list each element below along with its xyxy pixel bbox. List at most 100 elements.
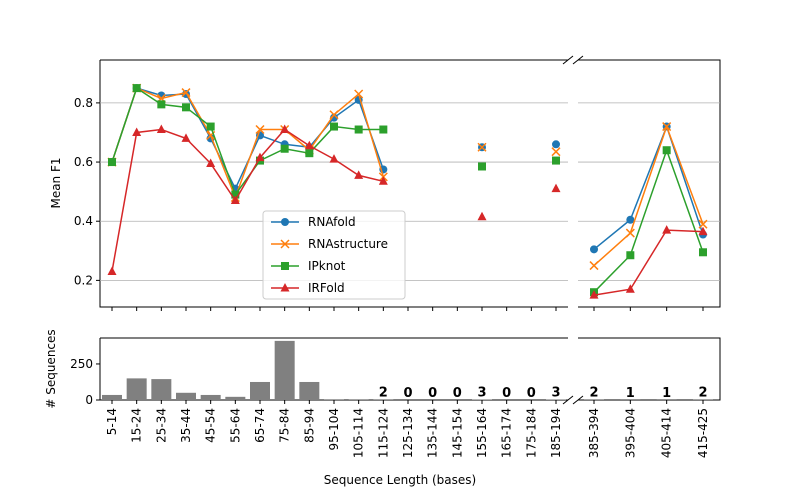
bar [324,399,344,400]
x-tick-label: 385-394 [587,408,601,458]
x-tick-label: 95-104 [327,408,341,451]
y-axis-label: # Sequences [44,329,58,408]
legend-marker [281,262,289,270]
marker [206,158,216,168]
axis-break [562,55,584,405]
line [593,147,704,293]
marker [330,122,338,131]
marker [552,156,560,165]
marker [132,84,141,93]
marker [698,226,708,236]
marker [662,225,672,234]
marker [625,228,635,238]
x-tick-label: 35-44 [179,408,193,443]
x-tick-label: 85-94 [302,408,316,443]
marker [329,110,339,120]
x-tick-label: 165-174 [500,408,514,458]
value-label: 2 [589,386,598,401]
marker [231,190,240,199]
x-axis-label: Sequence Length (bases) [324,473,476,487]
legend-marker [280,283,290,292]
x-tick-label: 65-74 [253,408,267,443]
marker [156,124,166,134]
line [593,124,704,267]
line [593,229,704,296]
marker [157,100,166,109]
marker [206,122,215,131]
bar [176,392,196,400]
marker [662,146,671,155]
x-tick-label: 395-404 [623,408,637,458]
value-label: 1 [626,386,635,401]
legend-label: RNAstructure [308,237,388,251]
marker [551,147,561,157]
x-tick-label: 75-84 [278,408,292,443]
marker [589,290,599,299]
bar [151,379,172,400]
marker [699,248,707,257]
x-tick-label: 405-414 [660,408,674,458]
line [111,128,384,272]
marker [107,266,117,276]
marker [329,154,339,163]
value-label: 3 [551,386,560,401]
x-tick-label: 415-425 [696,408,710,458]
bar [126,378,147,400]
marker [379,125,388,134]
value-label: 0 [428,386,437,401]
marker [280,124,290,134]
value-label: 0 [502,386,511,401]
value-label: 3 [477,386,486,401]
legend: RNAfold RNAstructure IPknot IRFold [262,210,406,300]
bar [225,396,246,400]
y-axis-label: Mean F1 [49,157,63,208]
marker [590,245,598,254]
marker [230,195,240,205]
legend-box [262,210,406,300]
y-tick-label: 0 [85,393,93,407]
x-tick-label: 155-164 [475,408,489,458]
x-tick-label: 105-114 [352,408,366,458]
top-panel-frame [99,59,721,308]
legend-marker [280,239,290,249]
y-tick-label: 0.4 [74,214,93,228]
legend-label: IPknot [308,259,346,273]
marker [477,211,487,221]
x-tick-label: 125-134 [401,408,415,458]
bar [102,394,122,400]
x-tick-label: 45-54 [204,408,218,443]
y-tick-label: 0.6 [74,155,93,169]
marker [552,140,560,149]
marker [478,162,486,171]
legend-marker [281,218,289,226]
value-label: 0 [403,386,412,401]
y-tick-label: 250 [70,357,93,371]
marker [698,219,708,229]
marker [354,125,363,134]
value-label: 0 [527,386,536,401]
series [107,124,708,299]
marker [354,89,364,99]
marker [354,170,364,179]
bar [274,340,295,400]
x-tick-label: 135-144 [426,408,440,458]
marker [477,142,487,152]
marker [181,133,191,142]
x-tick-label: 145-154 [450,408,464,458]
x-tick-label: 175-184 [524,408,538,458]
marker [132,127,142,136]
marker [181,88,191,98]
x-tick-label: 5-14 [105,408,119,435]
marker [589,261,599,271]
bar [250,381,270,400]
line [593,124,704,250]
y-tick-label: 0.2 [74,273,93,287]
marker [304,140,314,150]
value-label: 1 [662,386,671,401]
x-tick-label: 15-24 [130,408,144,443]
bar [348,399,369,400]
x-tick-label: 55-64 [228,408,242,443]
legend-label: RNAfold [308,215,356,229]
y-tick-label: 0.8 [74,96,93,110]
